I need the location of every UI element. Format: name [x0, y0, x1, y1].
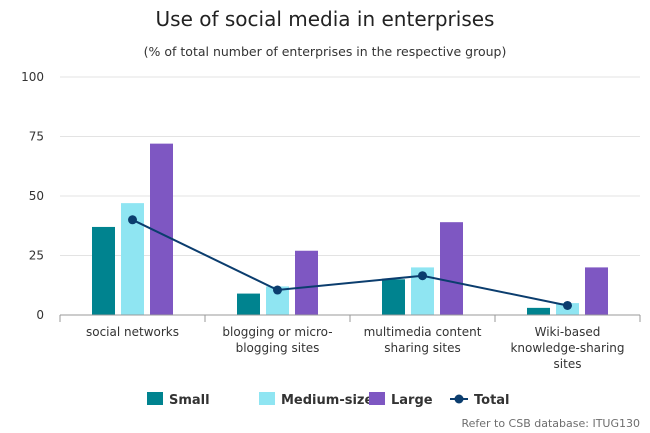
category-label: social networks: [86, 325, 179, 339]
bar-large: [585, 267, 608, 315]
legend-item-total[interactable]: Total: [450, 393, 510, 408]
legend-swatch: [147, 392, 163, 405]
bar-large: [150, 143, 173, 315]
legend-swatch: [259, 392, 275, 405]
bar-small: [382, 279, 405, 315]
y-tick-label: 50: [29, 189, 44, 203]
category-label: blogging or micro-blogging sites: [222, 325, 332, 355]
total-point: [418, 271, 427, 281]
legend-label: Medium-sized: [281, 393, 383, 408]
legend-marker: [454, 394, 464, 404]
category-label: Wiki-based knowledge-sharing sites: [510, 325, 624, 371]
y-tick-label: 75: [29, 130, 44, 144]
source-note: Refer to CSB database: ITUG130: [461, 417, 640, 430]
bar-small: [527, 307, 550, 315]
legend: Small Medium-sized Large Total: [147, 392, 510, 408]
gridlines: [60, 76, 640, 256]
total-point: [563, 300, 572, 310]
total-line: [128, 215, 572, 310]
bar-medium-sized: [411, 267, 434, 315]
legend-item-small[interactable]: Small: [147, 392, 210, 408]
bar-small: [237, 293, 260, 315]
total-point: [128, 215, 137, 225]
x-axis: social networks blogging or micro-bloggin…: [59, 314, 641, 371]
bar-large: [295, 250, 318, 315]
chart-title: Use of social media in enterprises: [156, 7, 495, 31]
legend-label: Large: [391, 393, 433, 408]
bar-small: [92, 226, 115, 315]
legend-label: Small: [169, 393, 210, 408]
legend-label: Total: [474, 393, 510, 408]
bar-medium-sized: [121, 203, 144, 315]
bars: [92, 143, 608, 315]
y-tick-label: 0: [36, 308, 44, 322]
legend-swatch: [369, 392, 385, 405]
y-axis: 0 25 50 75 100: [21, 70, 44, 322]
total-line-path: [132, 218, 568, 307]
bar-large: [440, 222, 463, 315]
chart-subtitle: (% of total number of enterprises in the…: [144, 44, 507, 59]
legend-item-medium-sized[interactable]: Medium-sized: [259, 392, 383, 408]
category-label: multimedia content sharing sites: [364, 325, 482, 355]
y-tick-label: 25: [29, 249, 44, 263]
legend-item-large[interactable]: Large: [369, 392, 433, 408]
bar-medium-sized: [266, 286, 289, 315]
y-tick-label: 100: [21, 70, 44, 84]
total-point: [273, 285, 282, 295]
